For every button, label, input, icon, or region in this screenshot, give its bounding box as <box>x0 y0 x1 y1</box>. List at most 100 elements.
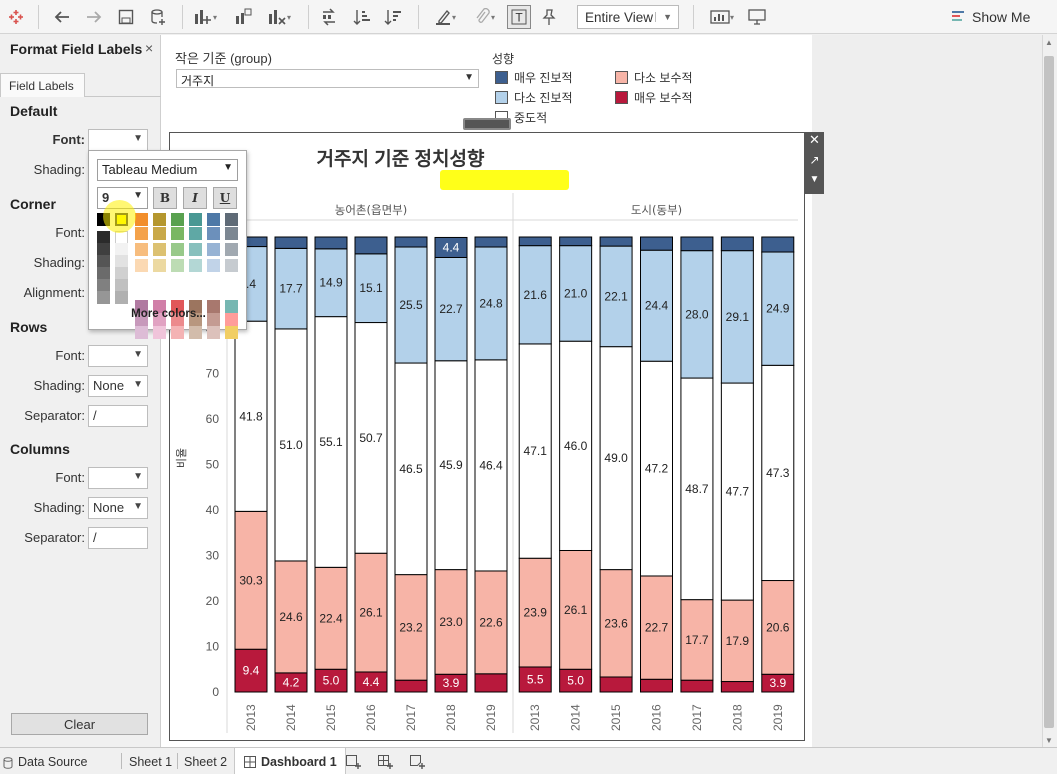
scrollbar-thumb[interactable] <box>1044 56 1054 728</box>
tab-sheet-1[interactable]: Sheet 1 <box>129 755 173 769</box>
open-sheet-icon[interactable]: ↗ <box>809 153 820 167</box>
color-swatch[interactable] <box>115 267 128 280</box>
color-swatch[interactable] <box>189 300 202 313</box>
view-size-select[interactable]: Entire View ▼ <box>577 5 679 29</box>
new-story-tab-icon[interactable] <box>410 748 426 774</box>
tab-data-source[interactable]: Data Source <box>3 748 87 774</box>
columns-shading-select[interactable]: None ▼ <box>88 497 148 519</box>
color-swatch[interactable] <box>189 313 202 326</box>
new-datasource-icon[interactable] <box>147 5 169 29</box>
color-swatch[interactable] <box>115 279 128 292</box>
color-swatch[interactable] <box>97 243 110 256</box>
color-swatch[interactable] <box>171 313 184 326</box>
close-icon[interactable]: × <box>145 40 154 56</box>
device-preview-icon[interactable] <box>746 5 768 29</box>
new-worksheet-icon[interactable]: ▾ <box>190 5 220 29</box>
color-swatch[interactable] <box>207 313 220 326</box>
columns-separator-input[interactable]: / <box>88 527 148 549</box>
swap-icon[interactable] <box>318 5 340 29</box>
new-dashboard-tab-icon[interactable] <box>378 748 394 774</box>
drag-handle[interactable] <box>463 118 511 130</box>
legend-item[interactable]: 다소 보수적 <box>615 69 693 86</box>
color-swatch[interactable] <box>97 255 110 268</box>
color-swatch[interactable] <box>97 267 110 280</box>
presentation-icon[interactable]: ▾ <box>705 5 739 29</box>
group-icon[interactable]: ▾ <box>468 5 502 29</box>
color-swatch[interactable] <box>135 213 148 226</box>
color-swatch[interactable] <box>135 259 148 272</box>
color-swatch[interactable] <box>207 326 220 339</box>
scroll-up-icon[interactable]: ▲ <box>1045 38 1053 47</box>
columns-font-select[interactable]: ▼ <box>88 467 148 489</box>
color-swatch[interactable] <box>135 300 148 313</box>
show-labels-icon[interactable]: T <box>507 5 531 29</box>
color-swatch[interactable] <box>171 213 184 226</box>
legend-item[interactable]: 매우 보수적 <box>615 89 693 106</box>
color-swatch[interactable] <box>207 243 220 256</box>
color-swatch[interactable] <box>189 243 202 256</box>
underline-button[interactable]: U <box>213 187 237 209</box>
color-swatch[interactable] <box>171 227 184 240</box>
tab-field-labels[interactable]: Field Labels <box>0 73 85 97</box>
sort-ascending-icon[interactable] <box>351 5 373 29</box>
redo-icon[interactable] <box>83 5 105 29</box>
highlight-icon[interactable]: ▾ <box>428 5 462 29</box>
color-swatch[interactable] <box>153 259 166 272</box>
color-swatch[interactable] <box>225 300 238 313</box>
color-swatch[interactable] <box>153 313 166 326</box>
color-swatch[interactable] <box>207 213 220 226</box>
rows-font-select[interactable]: ▼ <box>88 345 148 367</box>
color-swatch[interactable] <box>225 326 238 339</box>
color-swatch[interactable] <box>189 227 202 240</box>
color-swatch[interactable] <box>135 227 148 240</box>
color-swatch[interactable] <box>153 243 166 256</box>
scroll-down-icon[interactable]: ▼ <box>1045 736 1053 745</box>
pin-icon[interactable] <box>538 5 560 29</box>
tab-sheet-2[interactable]: Sheet 2 <box>184 755 228 769</box>
color-swatch[interactable] <box>189 326 202 339</box>
chart-container[interactable]: 01020304050607080비율농어촌(읍면부)도시(동부)9.430.3… <box>169 132 805 741</box>
color-swatch[interactable] <box>225 213 238 226</box>
color-swatch[interactable] <box>189 213 202 226</box>
clear-sheet-icon[interactable]: ▾ <box>262 5 296 29</box>
filter-select[interactable]: 거주지 ▼ <box>176 69 479 88</box>
font-family-select[interactable]: Tableau Medium ▼ <box>97 159 238 181</box>
new-worksheet-tab-icon[interactable] <box>346 748 362 774</box>
color-swatch[interactable] <box>135 313 148 326</box>
more-options-icon[interactable]: ▼ <box>809 174 820 185</box>
color-swatch[interactable] <box>207 227 220 240</box>
color-swatch[interactable] <box>115 255 128 268</box>
color-swatch[interactable] <box>171 259 184 272</box>
chart-title[interactable]: 거주지 기준 정치성향 <box>316 149 485 170</box>
color-swatch[interactable] <box>171 326 184 339</box>
color-swatch[interactable] <box>207 300 220 313</box>
undo-icon[interactable] <box>51 5 73 29</box>
tab-dashboard-1[interactable]: Dashboard 1 <box>234 748 346 774</box>
color-swatch[interactable] <box>153 227 166 240</box>
color-swatch[interactable] <box>97 231 110 244</box>
more-colors-link[interactable]: More colors... <box>131 308 206 320</box>
close-icon[interactable]: ✕ <box>809 132 820 147</box>
color-swatch[interactable] <box>153 326 166 339</box>
tableau-logo-icon[interactable] <box>6 5 26 29</box>
color-swatch[interactable] <box>225 313 238 326</box>
legend-item[interactable]: 매우 진보적 <box>495 69 573 86</box>
color-swatch[interactable] <box>135 326 148 339</box>
color-swatch[interactable] <box>207 259 220 272</box>
color-swatch[interactable] <box>225 243 238 256</box>
color-swatch[interactable] <box>171 243 184 256</box>
legend-item[interactable]: 다소 진보적 <box>495 89 573 106</box>
color-swatch[interactable] <box>135 243 148 256</box>
color-swatch[interactable] <box>225 227 238 240</box>
clear-button[interactable]: Clear <box>11 713 148 735</box>
color-swatch[interactable] <box>171 300 184 313</box>
rows-shading-select[interactable]: None ▼ <box>88 375 148 397</box>
color-swatch[interactable] <box>97 291 110 304</box>
duplicate-icon[interactable] <box>232 5 254 29</box>
save-icon[interactable] <box>116 5 136 29</box>
color-swatch[interactable] <box>225 259 238 272</box>
italic-button[interactable]: I <box>183 187 207 209</box>
show-me-button[interactable]: Show Me <box>952 5 1036 29</box>
color-swatch[interactable] <box>97 279 110 292</box>
color-swatch[interactable] <box>115 291 128 304</box>
